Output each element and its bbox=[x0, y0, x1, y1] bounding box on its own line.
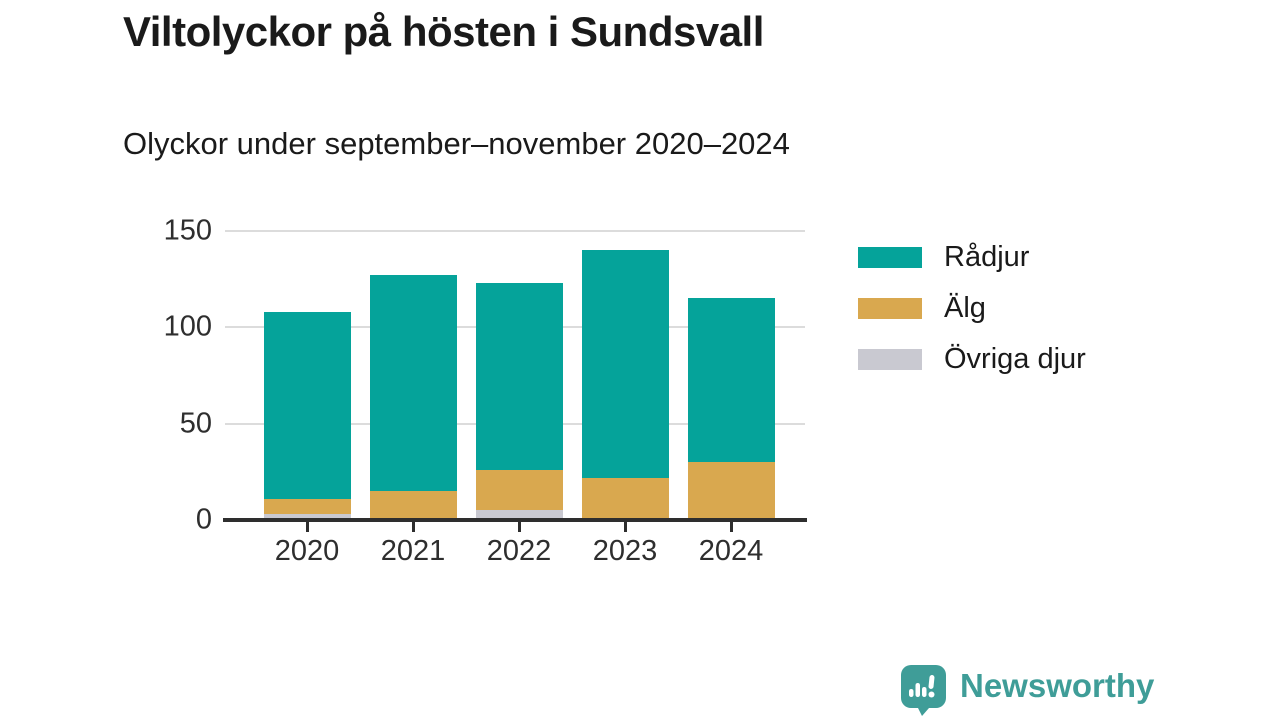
x-axis-line bbox=[223, 518, 807, 522]
stacked-bar-2023 bbox=[581, 250, 669, 520]
legend-item-älg: Älg bbox=[858, 283, 1086, 334]
stacked-bar-2024 bbox=[687, 298, 775, 520]
legend-swatch bbox=[858, 349, 922, 370]
newsworthy-logo-icon bbox=[901, 665, 946, 716]
bar-segment-älg bbox=[369, 491, 457, 519]
brand-footer: Newsworthy bbox=[900, 664, 1154, 716]
bar-segment-rådjur bbox=[263, 311, 351, 499]
bar-segment-älg bbox=[581, 477, 669, 519]
bar-segment-övriga-djur bbox=[263, 514, 351, 520]
bar-segment-rådjur bbox=[687, 298, 775, 463]
legend-swatch bbox=[858, 247, 922, 268]
y-axis-tick-label: 150 bbox=[163, 214, 212, 247]
bar-segment-älg bbox=[475, 469, 563, 511]
x-axis-tick-label: 2024 bbox=[698, 535, 764, 567]
stacked-bar-2022 bbox=[475, 283, 563, 520]
bar-segment-övriga-djur bbox=[475, 510, 563, 520]
legend-label: Övriga djur bbox=[944, 343, 1086, 375]
stacked-bar-2020 bbox=[263, 311, 351, 520]
brand-name: Newsworthy bbox=[960, 667, 1155, 704]
legend-item-övriga-djur: Övriga djur bbox=[858, 334, 1086, 385]
chart-legend: Rådjur Älg Övriga djur bbox=[858, 232, 1086, 385]
y-gridline bbox=[225, 230, 805, 232]
chart-subtitle: Olyckor under september–november 2020–20… bbox=[123, 126, 790, 161]
y-axis: 0 50 100 150 bbox=[118, 215, 212, 536]
y-axis-tick-label: 50 bbox=[179, 407, 212, 440]
legend-item-rådjur: Rådjur bbox=[858, 232, 1086, 283]
legend-label: Älg bbox=[944, 292, 986, 324]
plot-area: 2020 2021 2022 2023 2024 bbox=[223, 230, 807, 567]
x-axis-tick-label: 2020 bbox=[274, 535, 340, 567]
legend-swatch bbox=[858, 298, 922, 319]
bar-segment-älg bbox=[263, 498, 351, 515]
x-axis-tick-label: 2023 bbox=[592, 535, 658, 567]
bar-segment-rådjur bbox=[581, 250, 669, 478]
stacked-bar-2021 bbox=[369, 275, 457, 520]
bar-segment-rådjur bbox=[369, 275, 457, 492]
x-axis-tick bbox=[623, 522, 627, 532]
bar-segment-rådjur bbox=[475, 283, 563, 470]
legend-label: Rådjur bbox=[944, 241, 1030, 273]
x-axis-tick bbox=[729, 522, 733, 532]
x-axis-tick bbox=[411, 522, 415, 532]
bar-segment-älg bbox=[687, 462, 775, 519]
page-title: Viltolyckor på hösten i Sundsvall bbox=[123, 8, 764, 55]
x-axis-tick bbox=[305, 522, 309, 532]
y-axis-tick-label: 0 bbox=[195, 503, 212, 536]
x-axis-tick-label: 2021 bbox=[380, 535, 446, 567]
x-axis-tick bbox=[517, 522, 521, 532]
y-axis-tick-label: 100 bbox=[163, 310, 212, 343]
x-axis-tick-label: 2022 bbox=[486, 535, 552, 567]
